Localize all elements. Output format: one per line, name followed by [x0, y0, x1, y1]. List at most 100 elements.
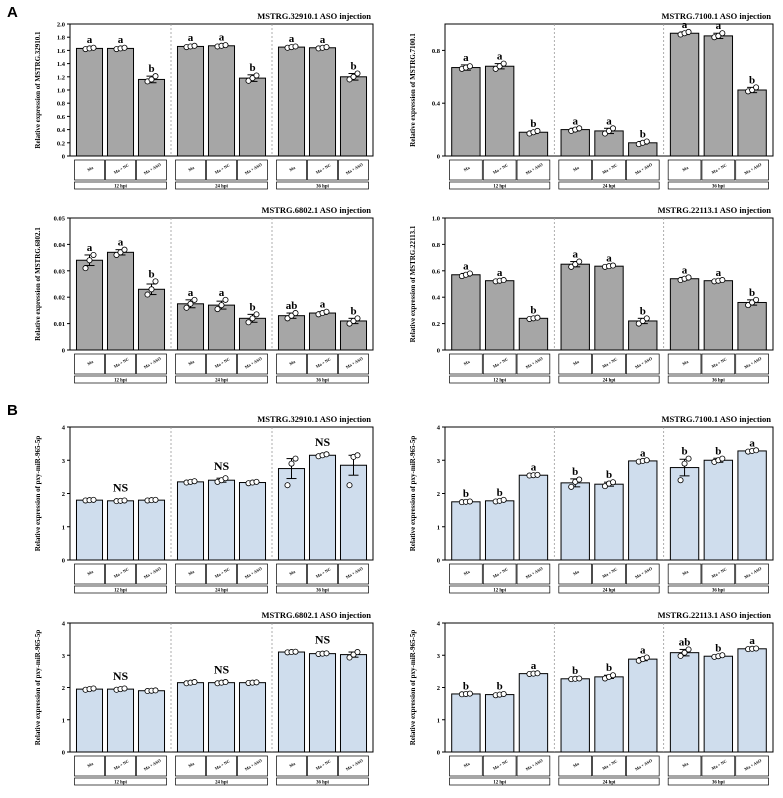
- group-label: 24 hpi: [603, 588, 616, 593]
- category-cell: [516, 353, 551, 375]
- category-cell: [516, 755, 551, 777]
- category-cell: [276, 159, 307, 181]
- bar: [451, 693, 481, 753]
- data-point: [191, 679, 198, 686]
- category-cell: [735, 755, 769, 777]
- data-point: [685, 646, 692, 653]
- y-tick-label: 2: [62, 491, 65, 498]
- group-label: 12 hpi: [493, 588, 506, 593]
- category-cell: [482, 353, 517, 375]
- data-point: [354, 452, 361, 459]
- category-cell: [276, 755, 307, 777]
- data-point: [253, 72, 260, 79]
- significance-letter: b: [749, 74, 755, 86]
- x-tick-label: Ma: [463, 165, 472, 173]
- category-cell: [206, 159, 237, 181]
- group-label-box: [175, 375, 268, 384]
- chart-title: MSTRG.7100.1 ASO injection: [661, 11, 771, 21]
- y-tick-label: 0: [437, 348, 440, 355]
- y-tick-label: 1.4: [57, 61, 66, 68]
- significance-letter: a: [320, 299, 326, 311]
- data-point: [292, 648, 299, 655]
- data-point: [214, 306, 221, 313]
- data-point: [466, 270, 473, 277]
- significance-letter: a: [219, 287, 225, 299]
- category-cell: [307, 159, 338, 181]
- category-cell: [237, 353, 268, 375]
- group-label: 12 hpi: [493, 184, 506, 189]
- bar: [560, 678, 590, 753]
- category-cell: [276, 353, 307, 375]
- category-cell: [626, 159, 660, 181]
- data-point: [354, 315, 361, 322]
- x-tick-label: Ma: [288, 165, 297, 173]
- significance-letter: a: [289, 33, 295, 45]
- chart-6: MSTRG.7100.1 ASO injection Relative expre…: [409, 414, 774, 594]
- data-point: [152, 73, 159, 80]
- data-point: [245, 319, 252, 326]
- significance-letter: a: [606, 115, 612, 127]
- category-cell: [592, 159, 626, 181]
- significance-letter: a: [219, 31, 225, 43]
- group-label: 12 hpi: [114, 378, 127, 383]
- data-point: [354, 649, 361, 656]
- x-tick-label: Ma: [681, 165, 690, 173]
- significance-letter: a: [320, 34, 326, 46]
- category-cell: [338, 353, 369, 375]
- y-tick-label: 0.8: [432, 48, 441, 55]
- bar: [176, 682, 205, 753]
- chart-5: MSTRG.32910.1 ASO injection Relative expr…: [34, 414, 374, 594]
- y-tick-label: 0.05: [54, 216, 66, 223]
- chart-4: MSTRG.22113.1 ASO injection Relative expr…: [409, 205, 774, 384]
- data-point: [753, 447, 760, 454]
- data-point: [148, 76, 155, 83]
- y-tick-label: 3: [62, 653, 66, 660]
- chart-8: MSTRG.22113.1 ASO injection Relative expr…: [409, 610, 774, 786]
- significance-letter: b: [606, 662, 612, 674]
- significance-letter: a: [640, 447, 646, 459]
- group-label-box: [558, 181, 660, 190]
- data-point: [152, 496, 159, 503]
- bar: [238, 317, 267, 351]
- bar: [451, 501, 481, 561]
- data-point: [685, 28, 692, 35]
- bar: [594, 130, 624, 157]
- data-point: [346, 482, 353, 489]
- bar: [669, 32, 700, 157]
- category-cell: [105, 353, 136, 375]
- y-tick-label: 0.03: [54, 268, 66, 275]
- y-axis-label: Relative expression of pxy-miR-965-5p: [409, 630, 417, 746]
- data-point: [218, 302, 225, 309]
- data-point: [568, 483, 575, 490]
- y-tick-label: 0: [62, 750, 65, 757]
- group-label: 24 hpi: [215, 184, 228, 189]
- category-cell: [74, 353, 105, 375]
- group-label-box: [175, 777, 268, 786]
- category-cell: [338, 755, 369, 777]
- bar: [703, 280, 734, 351]
- data-point: [82, 265, 89, 272]
- bar: [594, 265, 624, 351]
- data-point: [191, 42, 198, 49]
- significance-letter: b: [148, 63, 154, 75]
- significance-letter: b: [681, 446, 687, 458]
- y-tick-label: 0.8: [432, 242, 441, 249]
- group-label: 36 hpi: [712, 184, 725, 189]
- significance-annotation: NS: [214, 459, 230, 473]
- category-cell: [735, 353, 769, 375]
- y-tick-label: 4: [62, 425, 66, 432]
- bar: [75, 688, 104, 753]
- y-axis-label: Relative expression of pxy-miR-965-5p: [34, 630, 42, 746]
- group-label-box: [276, 585, 369, 594]
- bar: [703, 655, 734, 753]
- category-cell: [276, 563, 307, 585]
- data-point: [152, 687, 159, 694]
- y-tick-label: 0: [437, 750, 440, 757]
- y-tick-label: 0: [437, 154, 440, 161]
